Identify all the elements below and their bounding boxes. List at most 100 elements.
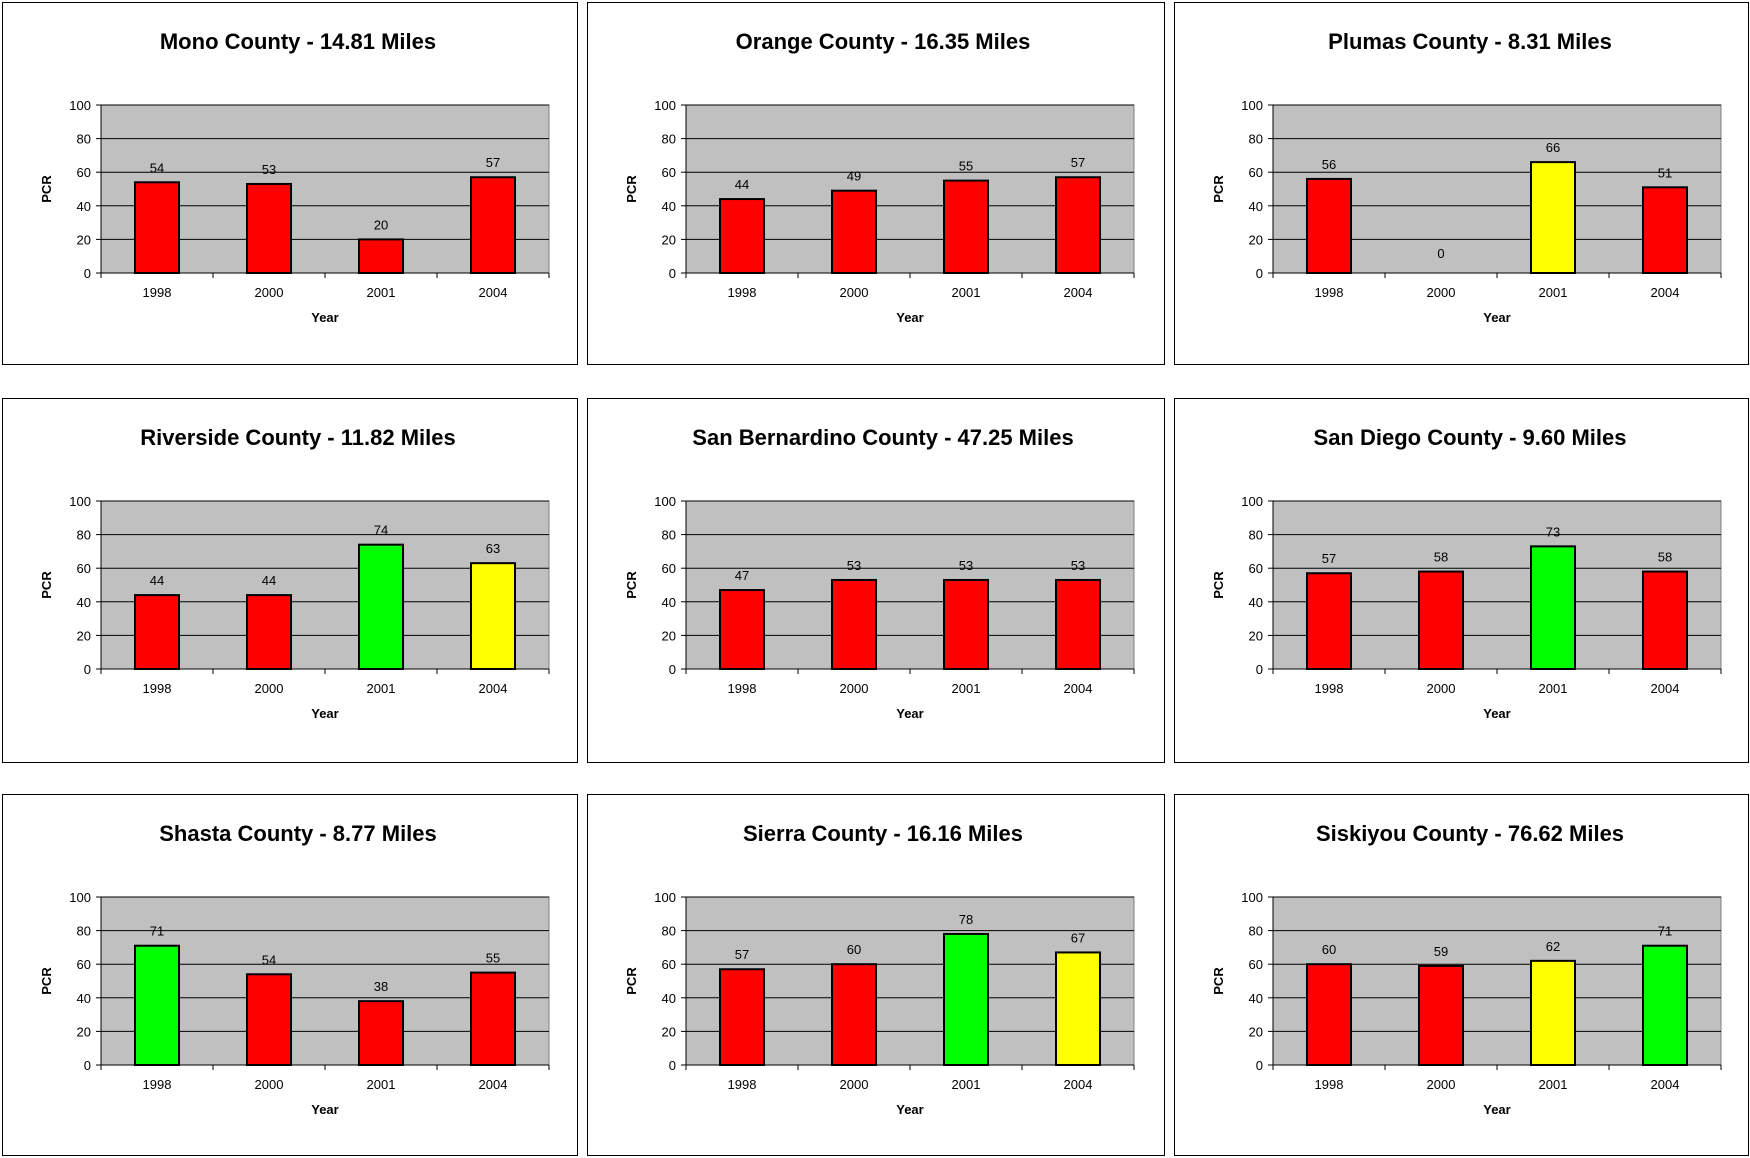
y-tick-label: 40	[77, 199, 91, 214]
y-tick-label: 20	[662, 628, 676, 643]
bar	[831, 578, 877, 671]
y-tick-label: 60	[662, 165, 676, 180]
y-tick-label: 80	[662, 132, 676, 147]
data-label: 73	[1546, 524, 1560, 539]
bar	[358, 238, 404, 274]
data-label: 58	[1434, 550, 1448, 565]
x-tick-label: 1998	[143, 1077, 172, 1092]
y-tick-label: 20	[1249, 232, 1263, 247]
bar	[943, 179, 989, 275]
y-tick-label: 80	[77, 132, 91, 147]
x-tick-label: 2000	[1427, 285, 1456, 300]
chart-title: Plumas County - 8.31 Miles	[1328, 29, 1612, 54]
x-tick-label: 2000	[255, 1077, 284, 1092]
data-label: 58	[1658, 550, 1672, 565]
chart-panel: Shasta County - 8.77 Miles 0 20 40 60 80 100 71…	[2, 794, 578, 1156]
x-tick-label: 2004	[1651, 1077, 1680, 1092]
y-tick-label: 0	[669, 662, 676, 677]
x-tick-label: 2004	[1651, 285, 1680, 300]
y-tick-label: 80	[1249, 132, 1263, 147]
x-axis-label: Year	[1483, 706, 1510, 721]
x-tick-label: 2004	[479, 285, 508, 300]
x-tick-label: 2001	[367, 1077, 396, 1092]
y-tick-label: 100	[654, 98, 676, 113]
y-axis-label: PCR	[39, 175, 54, 203]
y-tick-label: 0	[84, 266, 91, 281]
y-axis-label: PCR	[624, 967, 639, 995]
y-axis-label: PCR	[39, 571, 54, 599]
bar	[134, 594, 180, 670]
y-tick-label: 20	[77, 628, 91, 643]
y-tick-label: 80	[662, 528, 676, 543]
x-axis-label: Year	[311, 706, 338, 721]
chart-panel: Siskiyou County - 76.62 Miles 0 20 40 60 80 10…	[1174, 794, 1749, 1156]
data-label: 53	[847, 558, 861, 573]
y-tick-label: 60	[77, 561, 91, 576]
data-label: 53	[959, 558, 973, 573]
chart-title: Siskiyou County - 76.62 Miles	[1316, 821, 1624, 846]
y-tick-label: 40	[662, 199, 676, 214]
chart-title: Orange County - 16.35 Miles	[736, 29, 1031, 54]
y-tick-label: 0	[1256, 1058, 1263, 1073]
bar	[943, 932, 989, 1066]
y-tick-label: 100	[1241, 494, 1263, 509]
data-label: 51	[1658, 165, 1672, 180]
x-tick-label: 2001	[1539, 1077, 1568, 1092]
data-label: 56	[1322, 157, 1336, 172]
bar	[831, 963, 877, 1066]
data-label: 57	[1071, 155, 1085, 170]
bar	[358, 1000, 404, 1067]
bar	[1418, 570, 1464, 670]
y-tick-label: 60	[1249, 957, 1263, 972]
y-axis-label: PCR	[624, 175, 639, 203]
x-tick-label: 1998	[1315, 681, 1344, 696]
x-axis-label: Year	[311, 1102, 338, 1117]
y-tick-label: 100	[654, 890, 676, 905]
x-tick-label: 2001	[367, 681, 396, 696]
y-tick-label: 80	[77, 528, 91, 543]
x-tick-label: 2004	[1064, 681, 1093, 696]
data-label: 66	[1546, 140, 1560, 155]
y-tick-label: 60	[77, 957, 91, 972]
x-tick-label: 2004	[479, 681, 508, 696]
y-tick-label: 100	[69, 98, 91, 113]
chart-panel: Orange County - 16.35 Miles 0 20 40 60 80 100 4…	[587, 2, 1165, 365]
bar-chart: Orange County - 16.35 Miles 0 20 40 60 80 100 4…	[624, 29, 1135, 325]
bar	[134, 944, 180, 1066]
x-tick-label: 2004	[1064, 285, 1093, 300]
y-tick-label: 40	[1249, 991, 1263, 1006]
chart-panel: Riverside County - 11.82 Miles 0 20 40 60 80 1…	[2, 398, 578, 763]
bar	[358, 543, 404, 670]
data-label: 54	[262, 952, 276, 967]
y-tick-label: 20	[1249, 1024, 1263, 1039]
x-tick-label: 2000	[255, 681, 284, 696]
y-tick-label: 40	[1249, 199, 1263, 214]
y-axis-label: PCR	[1211, 571, 1226, 599]
bar	[1530, 545, 1576, 670]
data-label: 55	[959, 159, 973, 174]
data-label: 38	[374, 979, 388, 994]
y-tick-label: 20	[662, 1024, 676, 1039]
chart-title: San Diego County - 9.60 Miles	[1314, 425, 1627, 450]
chart-panel: San Diego County - 9.60 Miles 0 20 40 60 80 10…	[1174, 398, 1749, 763]
y-tick-label: 80	[662, 924, 676, 939]
chart-title: Sierra County - 16.16 Miles	[743, 821, 1023, 846]
y-tick-label: 60	[1249, 165, 1263, 180]
y-tick-label: 20	[662, 232, 676, 247]
data-label: 44	[262, 573, 276, 588]
chart-title: Mono County - 14.81 Miles	[160, 29, 436, 54]
data-label: 59	[1434, 944, 1448, 959]
bar	[1530, 959, 1576, 1066]
data-label: 63	[486, 541, 500, 556]
x-tick-label: 2004	[479, 1077, 508, 1092]
y-tick-label: 100	[69, 494, 91, 509]
bar	[246, 594, 292, 670]
data-label: 60	[1322, 942, 1336, 957]
data-label: 53	[1071, 558, 1085, 573]
bar-chart: Riverside County - 11.82 Miles 0 20 40 60 80 1…	[39, 425, 550, 721]
chart-panel: San Bernardino County - 47.25 Miles 0 20 40…	[587, 398, 1165, 763]
y-tick-label: 100	[654, 494, 676, 509]
bar	[1306, 572, 1352, 671]
x-tick-label: 2001	[367, 285, 396, 300]
data-label: 57	[1322, 551, 1336, 566]
